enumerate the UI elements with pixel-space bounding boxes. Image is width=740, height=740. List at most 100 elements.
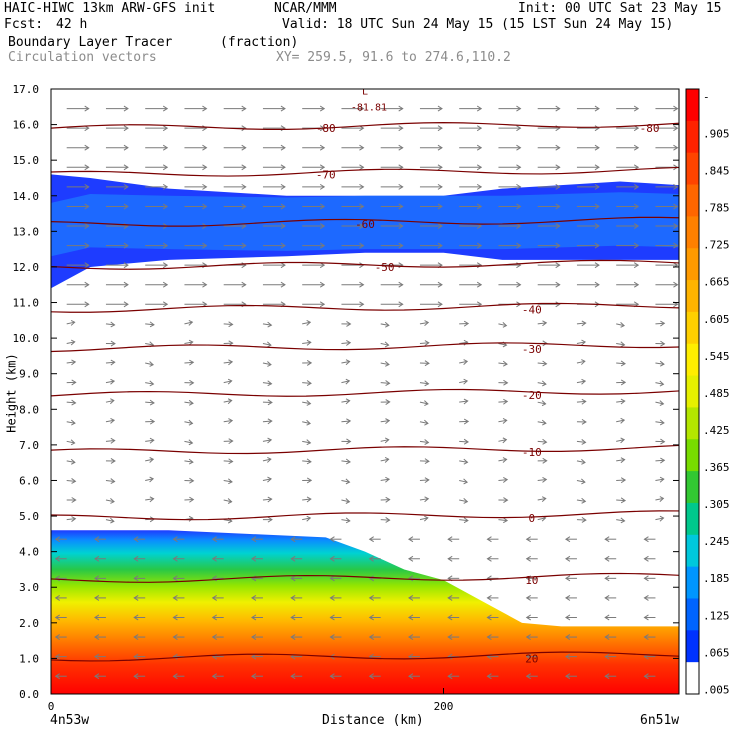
y-tick-label: 0.0 [19,688,39,701]
wind-vector-head [319,183,326,190]
wind-vector-head [594,183,600,190]
wind-vector-head [251,673,257,680]
wind-vector-head [385,399,391,405]
wind-vector-head [94,594,100,601]
wind-vector-head [267,496,273,503]
wind-vector-head [110,321,116,328]
wind-vector-head [368,555,374,562]
wind-vector-head [368,594,374,601]
plot-frame [50,88,680,695]
wind-vector-head [580,359,586,365]
wind-vector-head [368,673,374,680]
tracer-field-lower [51,530,679,694]
wind-vector [341,479,350,483]
wind-vector-head [211,634,217,640]
wind-vector-head [162,183,169,190]
wind-vector-head [94,536,100,543]
wind-vector-head [251,594,257,601]
wind-vector-head [437,125,443,132]
wind-vector-head [565,575,571,582]
wind-vector-head [398,105,404,112]
wind-vector-head [437,223,443,229]
y-tick-label: 10.0 [13,332,40,345]
wind-vector-head [620,457,626,464]
wind-vector-head [172,575,178,582]
wind-vector-head [319,223,326,229]
wind-vector [459,400,468,403]
x-end-label-left: 4n53w [50,713,90,728]
wind-vector-head [463,359,469,365]
colorbar-swatch [686,662,699,695]
wind-vector-head [385,476,391,483]
wind-vector [105,361,115,364]
wind-vector-head [227,478,233,485]
wind-vector-head [70,419,76,426]
wind-vector [537,517,546,521]
wind-vector-head [385,496,391,503]
y-tick-label: 9.0 [19,368,39,381]
wind-vector-head [486,614,492,621]
wind-vector [616,459,625,462]
wind-vector-head [162,301,169,308]
wind-vector-head [306,339,312,346]
wind-vector [459,499,468,503]
wind-vector-head [172,594,178,601]
wind-vector-head [604,653,610,660]
wind-vector-head [525,673,531,680]
wind-vector-head [463,378,469,385]
wind-vector [184,341,193,344]
wind-vector-head [673,125,679,132]
wind-vector [419,321,429,325]
wind-vector-head [228,359,234,366]
y-tick-label: 8.0 [19,403,39,416]
wind-vector-head [280,164,286,171]
wind-vector-head [368,536,374,543]
wind-vector [576,440,586,443]
wind-vector-head [594,203,600,210]
wind-vector-head [437,183,443,190]
isotherm-label: -20 [522,389,542,402]
wind-vector-head [643,555,649,562]
wind-vector-head [398,125,404,132]
wind-vector [498,400,508,403]
wind-vector-head [503,497,509,503]
wind-vector-head [345,458,351,465]
wind-vector-head [447,673,453,680]
wind-vector [616,419,625,423]
wind-vector-head [94,653,100,660]
wind-vector-head [565,634,571,640]
wind-vector-head [384,341,390,348]
wind-vector-head [133,555,139,562]
wind-vector [380,342,389,346]
wind-vector-head [280,144,286,151]
wind-vector-head [162,105,169,112]
wind-vector-head [384,360,390,367]
wind-vector-head [542,320,548,327]
wind-vector-head [84,301,90,308]
wind-vector-head [94,673,100,680]
colorbar-swatch [686,120,699,154]
wind-vector-head [110,437,116,444]
wind-vector-head [162,144,169,151]
wind-vector-head [94,634,100,640]
wind-vector [498,362,508,365]
wind-vector-head [604,594,610,601]
wind-vector-head [359,281,365,288]
wind-vector-head [267,418,273,425]
wind-vector-head [555,183,561,190]
wind-vector-head [673,183,679,190]
wind-vector-head [290,634,296,640]
wind-vector-head [133,614,139,621]
colorbar-swatch [686,311,699,345]
wind-vector [66,361,76,364]
colorbar-swatch [686,502,699,536]
field-units: (fraction) [220,35,299,50]
wind-vector [184,460,193,463]
wind-vector-head [659,400,665,407]
isotherm-line [51,302,679,313]
wind-vector-head [424,439,430,445]
wind-vector [184,440,193,444]
wind-vector-head [84,203,90,210]
wind-vector-head [251,653,257,660]
y-tick-label: 6.0 [19,474,39,487]
